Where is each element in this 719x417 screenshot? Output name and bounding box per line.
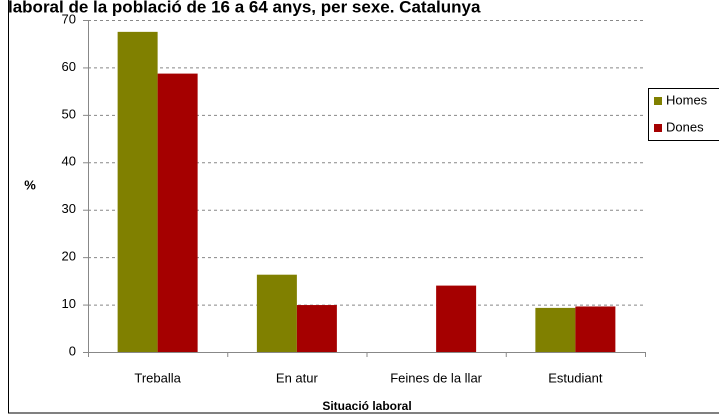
x-tick-label: Feines de la llar (390, 370, 482, 385)
y-tick-label: 60 (62, 59, 76, 74)
y-tick-label: 10 (62, 296, 76, 311)
y-tick-label: 50 (62, 106, 76, 121)
y-tick-label: 70 (62, 11, 76, 26)
legend-label: Homes (666, 92, 708, 107)
x-tick-label: Estudiant (548, 370, 603, 385)
x-tick-label: Treballa (134, 370, 181, 385)
bar (117, 31, 158, 352)
legend-label: Dones (666, 119, 704, 134)
legend-swatch (654, 97, 662, 105)
chart-frame (8, 0, 719, 414)
x-axis-label: Situació laboral (322, 399, 411, 413)
bar (256, 274, 297, 352)
bar (157, 73, 198, 352)
y-tick-label: 20 (62, 249, 76, 264)
y-axis-label: % (24, 177, 36, 192)
y-tick-label: 0 (69, 343, 76, 358)
y-tick-label: 30 (62, 201, 76, 216)
bar (296, 305, 337, 352)
legend-swatch (654, 124, 662, 132)
chart-title: laboral de la població de 16 a 64 anys, … (8, 0, 481, 16)
x-tick-label: En atur (276, 370, 319, 385)
y-tick-label: 40 (62, 154, 76, 169)
bar (535, 307, 576, 352)
bar (436, 285, 477, 352)
bar (575, 306, 616, 352)
